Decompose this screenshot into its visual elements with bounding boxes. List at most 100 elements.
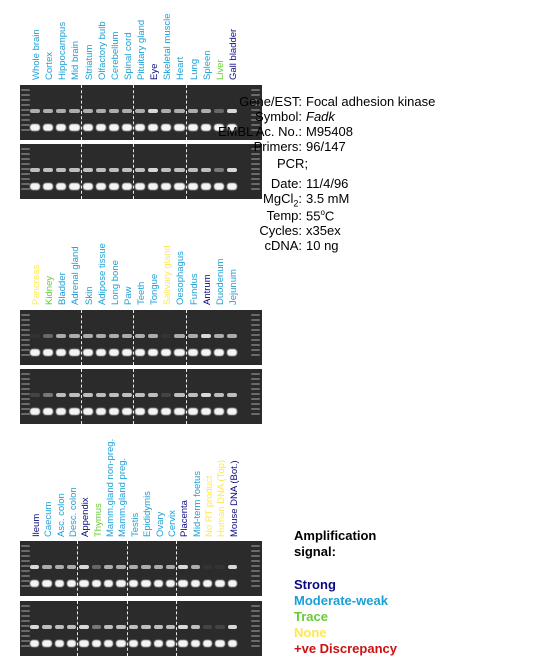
product-band [213, 334, 224, 338]
ladder-band [21, 344, 30, 346]
ladder-band [251, 640, 260, 642]
ladder-band [21, 560, 30, 562]
product-band [200, 334, 211, 338]
primer-band [213, 349, 224, 356]
product-band [141, 625, 151, 629]
gel-lane [178, 541, 188, 596]
mgcl-value: 3.5 mM [306, 191, 350, 206]
product-band [135, 109, 146, 113]
gel-lane [153, 601, 163, 656]
product-band [108, 168, 119, 172]
product-band [91, 565, 102, 569]
gel-lane [148, 144, 159, 199]
product-band [226, 168, 237, 172]
gel-lane [190, 601, 200, 656]
gel-lane [128, 541, 139, 596]
legend-item: Moderate-weak [294, 593, 388, 608]
lane-divider [77, 601, 79, 656]
primer-band [43, 124, 54, 131]
ladder-band [21, 615, 30, 617]
gel-lane [128, 601, 139, 656]
product-band [161, 334, 172, 338]
gel-lane [43, 144, 54, 199]
product-band [95, 393, 106, 397]
gel-lane [30, 310, 41, 365]
primer-band [202, 580, 213, 587]
primer-band [67, 580, 77, 587]
ladder-lane [21, 85, 30, 140]
ladder-band [21, 188, 30, 190]
primer-band [121, 124, 132, 131]
product-band [226, 334, 237, 338]
gel-lane [200, 369, 211, 424]
ladder-band [251, 148, 260, 150]
product-band [128, 625, 139, 629]
product-band [43, 168, 54, 172]
lane-divider [80, 310, 82, 365]
product-band [187, 334, 198, 338]
primer-band [165, 640, 176, 647]
product-band [104, 625, 114, 629]
primer-band [79, 580, 89, 587]
product-band [165, 625, 176, 629]
ladder-band [251, 129, 260, 131]
legend-item: Trace [294, 609, 328, 624]
product-band [82, 393, 93, 397]
gel-lane [161, 85, 172, 140]
primer-band [43, 349, 54, 356]
primer-band [104, 580, 114, 587]
primer-band [226, 349, 237, 356]
ladder-band [21, 645, 30, 647]
product-band [213, 168, 224, 172]
cdna-label: cDNA: [264, 238, 302, 253]
symbol-label: Symbol: [255, 109, 302, 124]
primer-band [215, 640, 225, 647]
product-band [108, 393, 119, 397]
ladder-band [251, 585, 260, 587]
gel-lane [82, 369, 93, 424]
primer-band [128, 580, 139, 587]
gel-lane [121, 85, 132, 140]
cycles-label: Cycles: [259, 223, 302, 238]
primer-band [54, 580, 65, 587]
product-band [215, 565, 225, 569]
gel-lane [95, 85, 106, 140]
embl-label: EMBL Ac. No.: [217, 124, 302, 139]
ladder-band [21, 183, 30, 185]
ladder-band [251, 393, 260, 395]
primer-band [190, 640, 200, 647]
primer-band [56, 124, 67, 131]
product-band [121, 393, 132, 397]
primer-band [187, 124, 198, 131]
primer-band [67, 640, 77, 647]
ladder-band [251, 99, 260, 101]
primer-band [200, 124, 211, 131]
primers-label: Primers: [253, 139, 302, 154]
ladder-band [251, 545, 260, 547]
primer-band [141, 640, 151, 647]
primer-band [174, 408, 185, 415]
primer-band [148, 124, 159, 131]
primer-band [161, 183, 172, 190]
gel-lane [104, 541, 114, 596]
ladder-band [251, 383, 260, 385]
primer-band [200, 183, 211, 190]
primer-band [135, 349, 146, 356]
gel-lane [43, 85, 54, 140]
ladder-band [251, 109, 260, 111]
product-band [202, 565, 213, 569]
product-band [30, 625, 40, 629]
product-band [69, 109, 80, 113]
product-band [174, 334, 185, 338]
ladder-band [21, 550, 30, 552]
ladder-band [21, 148, 30, 150]
primers-value: 96/147 [306, 139, 346, 154]
ladder-lane [251, 144, 260, 199]
product-band [187, 393, 198, 397]
ladder-band [251, 413, 260, 415]
product-band [178, 565, 188, 569]
primer-band [213, 124, 224, 131]
gel-lane [30, 541, 40, 596]
lane-divider [126, 541, 128, 596]
symbol-value: Fadk [306, 109, 335, 124]
